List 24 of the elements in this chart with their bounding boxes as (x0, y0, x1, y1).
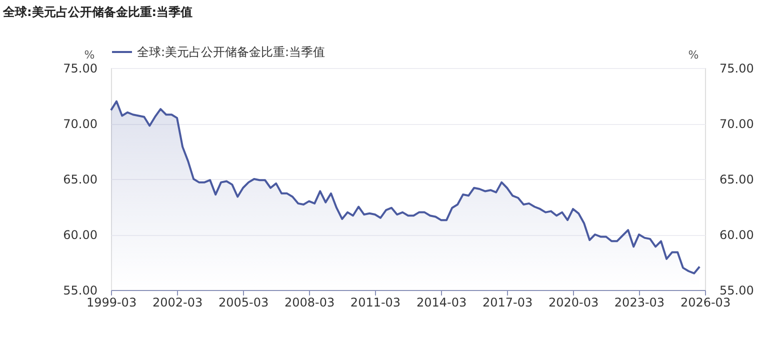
x-tick-label: 2023-03 (614, 296, 665, 310)
x-tick-label: 2017-03 (482, 296, 533, 310)
chart-title: 全球:美元占公开储备金比重:当季值 (2, 5, 193, 19)
y-tick-label: 70.00 (63, 117, 98, 131)
y-axis-title: % (84, 48, 95, 62)
x-tick-label: 2014-03 (416, 296, 467, 310)
y-tick-label: 55.00 (63, 284, 98, 298)
x-tick-label: 2002-03 (152, 296, 203, 310)
y2-tick-label: 55.00 (720, 284, 754, 298)
y2-tick-label: 60.00 (720, 228, 754, 242)
x-tick-label: 2026-03 (680, 296, 731, 310)
y-tick-label: 75.00 (63, 62, 98, 76)
legend-label: 全球:美元占公开储备金比重:当季值 (137, 45, 326, 59)
x-tick-label: 2008-03 (284, 296, 335, 310)
y2-tick-label: 65.00 (720, 172, 754, 186)
x-tick-label: 2020-03 (548, 296, 599, 310)
x-tick-label: 2011-03 (350, 296, 401, 310)
y2-tick-label: 75.00 (720, 62, 754, 76)
x-tick-label: 2005-03 (218, 296, 269, 310)
y-tick-label: 65.00 (63, 172, 98, 186)
x-tick-label: 1999-03 (86, 296, 137, 310)
y2-tick-label: 70.00 (720, 117, 754, 131)
y2-axis-title: % (688, 48, 699, 62)
y-tick-label: 60.00 (63, 228, 98, 242)
